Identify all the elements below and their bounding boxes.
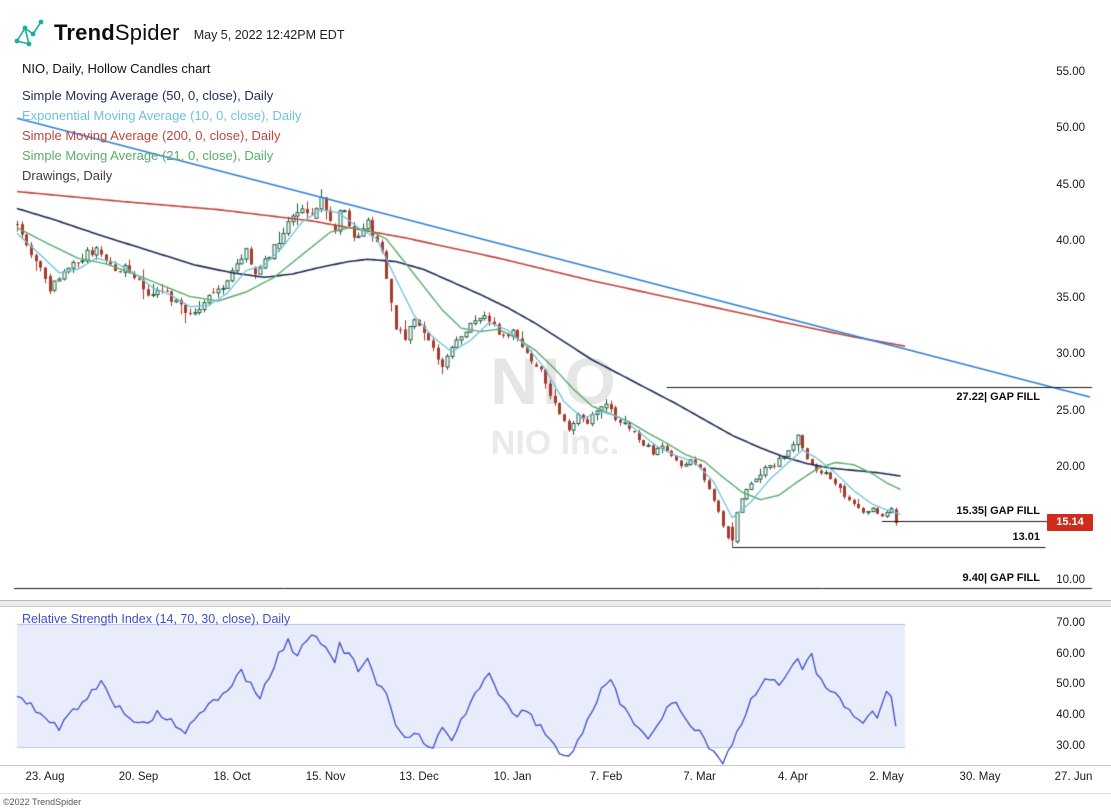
date-tick: 2. May bbox=[869, 771, 904, 783]
price-tick-35.00: 35.00 bbox=[1056, 291, 1085, 304]
date-tick: 30. May bbox=[959, 771, 1001, 783]
rsi-tick-70.00: 70.00 bbox=[1056, 617, 1085, 629]
date-tick: 20. Sep bbox=[118, 771, 159, 783]
drawing-label: 13.01 bbox=[1012, 531, 1040, 544]
date-tick: 23. Aug bbox=[25, 771, 65, 783]
price-tick-20.00: 20.00 bbox=[1056, 461, 1085, 474]
price-tick-40.00: 40.00 bbox=[1056, 235, 1085, 248]
date-tick: 10. Jan bbox=[493, 771, 532, 783]
date-tick: 18. Oct bbox=[213, 771, 251, 783]
indicator-legend: Simple Moving Average (50, 0, close), Da… bbox=[22, 86, 301, 186]
drawing-label: 9.40| GAP FILL bbox=[962, 571, 1040, 584]
price-tick-25.00: 25.00 bbox=[1056, 404, 1085, 417]
legend-item-drawings[interactable]: Drawings, Daily bbox=[22, 168, 113, 183]
price-tick-10.00: 10.00 bbox=[1056, 574, 1085, 586]
price-tick-45.00: 45.00 bbox=[1056, 178, 1085, 191]
copyright: ©2022 TrendSpider bbox=[3, 797, 82, 807]
brand-wordmark: TrendSpider bbox=[54, 20, 180, 46]
legend-item-sma-21[interactable]: Simple Moving Average (21, 0, close), Da… bbox=[22, 148, 274, 163]
rsi-tick-50.00: 50.00 bbox=[1056, 678, 1085, 691]
app-header: TrendSpider May 5, 2022 12:42PM EDT bbox=[12, 16, 344, 50]
rsi-indicator-label: Relative Strength Index (14, 70, 30, clo… bbox=[22, 612, 291, 626]
panel-divider[interactable] bbox=[0, 600, 1111, 607]
rsi-tick-30.00: 30.00 bbox=[1056, 739, 1085, 752]
time-axis-border-top bbox=[0, 765, 1111, 766]
time-axis-border-bottom bbox=[0, 793, 1111, 794]
price-tick-55.00: 55.00 bbox=[1056, 66, 1085, 78]
date-tick: 13. Dec bbox=[399, 771, 439, 783]
date-tick: 7. Mar bbox=[683, 771, 716, 783]
legend-item-ema-10[interactable]: Exponential Moving Average (10, 0, close… bbox=[22, 108, 302, 123]
chart-title: NIO, Daily, Hollow Candles chart bbox=[22, 61, 211, 76]
chart-timestamp: May 5, 2022 12:42PM EDT bbox=[193, 28, 345, 42]
brand-bold: Trend bbox=[54, 20, 115, 45]
rsi-tick-40.00: 40.00 bbox=[1056, 709, 1085, 722]
legend-item-sma-50[interactable]: Simple Moving Average (50, 0, close), Da… bbox=[22, 88, 274, 103]
legend-item-sma-200[interactable]: Simple Moving Average (200, 0, close), D… bbox=[22, 128, 281, 143]
drawing-label: 27.22| GAP FILL bbox=[956, 390, 1040, 403]
rsi-tick-60.00: 60.00 bbox=[1056, 647, 1085, 660]
date-tick: 15. Nov bbox=[305, 771, 346, 783]
price-tick-30.00: 30.00 bbox=[1056, 348, 1085, 361]
date-tick: 4. Apr bbox=[777, 771, 809, 783]
price-tick-50.00: 50.00 bbox=[1056, 122, 1085, 135]
last-price-badge: 15.14 bbox=[1047, 514, 1093, 532]
brand-light: Spider bbox=[114, 20, 180, 45]
drawing-label: 15.35| GAP FILL bbox=[956, 504, 1040, 517]
date-tick: 27. Jun bbox=[1054, 771, 1093, 783]
date-tick: 7. Feb bbox=[589, 771, 623, 783]
trendspider-logo-icon bbox=[14, 19, 44, 47]
